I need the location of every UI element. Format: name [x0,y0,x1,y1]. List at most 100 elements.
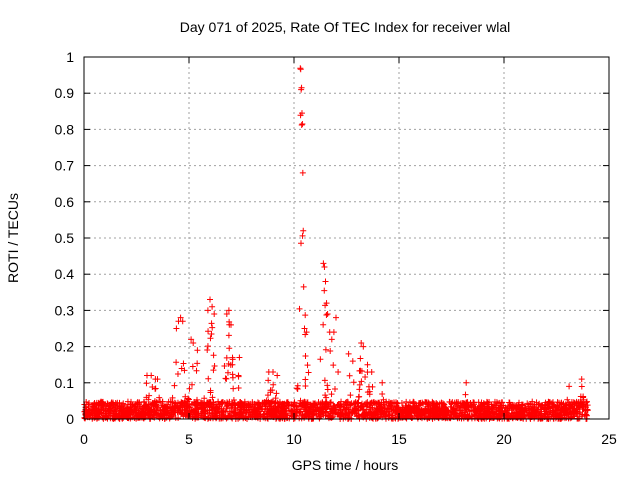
noise-point [383,398,390,405]
noise-point [194,396,201,403]
noise-point [511,402,518,409]
noise-point [541,410,548,417]
noise-point [168,407,175,414]
noise-point [504,407,511,414]
noise-point [259,405,266,412]
noise-point [323,311,330,318]
data-point [328,336,335,343]
noise-point [205,328,212,335]
noise-point [159,398,166,405]
noise-point [324,386,331,393]
noise-point [280,400,287,407]
noise-point [567,410,574,417]
noise-point [389,412,396,419]
noise-point [210,367,217,374]
noise-point [510,405,517,412]
noise-point [491,398,498,405]
noise-point [331,385,338,392]
noise-point [582,411,589,418]
noise-point [270,411,277,418]
noise-point [172,414,179,421]
noise-point [493,408,500,415]
noise-point [151,408,158,415]
noise-point [571,401,578,408]
x-tick-label: 10 [286,431,302,447]
noise-point [456,415,463,422]
noise-point [90,412,97,419]
noise-point [468,413,475,420]
data-point [323,300,330,307]
noise-point [209,401,216,408]
data-point [298,84,305,91]
data-point [330,329,337,336]
noise-point [299,402,306,409]
noise-point [488,414,495,421]
noise-point [506,399,513,406]
noise-point [266,408,273,415]
noise-point [525,403,532,410]
noise-point [583,398,590,405]
noise-point [255,404,262,411]
noise-point [225,332,232,339]
noise-point [476,409,483,416]
noise-point [355,399,362,406]
noise-point [274,413,281,420]
noise-point [504,412,511,419]
data-point [303,329,310,336]
noise-point [438,399,445,406]
noise-point [206,409,213,416]
noise-point [443,412,450,419]
noise-point [208,320,215,327]
noise-point [173,359,180,366]
axes-layer: 0 5 10 15 20 25 0 0.1 0.2 0.3 0.4 0.5 0.6 0.7 0.8 0.9 1 [55,49,617,447]
noise-point [209,324,216,331]
noise-point [288,408,295,415]
noise-point [442,405,449,412]
noise-point [134,399,141,406]
noise-point [542,413,549,420]
noise-point [524,400,531,407]
noise-point [311,402,318,409]
data-point [274,372,281,379]
data-point [349,358,356,365]
noise-point [356,381,363,388]
noise-point [419,407,426,414]
noise-point [229,356,236,363]
noise-point [400,409,407,416]
noise-point [186,385,193,392]
noise-point [483,411,490,418]
noise-point [302,352,309,359]
noise-point [158,402,165,409]
noise-point [395,404,402,411]
data-point [345,350,352,357]
noise-point [350,379,357,386]
x-tick-label: 5 [185,431,193,447]
noise-point [169,394,176,401]
noise-point [99,398,106,405]
noise-point [508,406,515,413]
noise-point [244,409,251,416]
noise-point [304,362,311,369]
data-point [300,227,307,234]
noise-point [107,407,114,414]
noise-point [154,399,161,406]
noise-point [552,407,559,414]
noise-point [141,402,148,409]
noise-point [199,409,206,416]
noise-point [392,415,399,422]
noise-point [478,403,485,410]
noise-point [361,410,368,417]
noise-point [262,399,269,406]
noise-point [86,400,93,407]
noise-point [362,373,369,380]
data-point [236,354,243,361]
noise-point [231,413,238,420]
noise-point [355,406,362,413]
y-tick-label: 0.3 [55,302,75,318]
data-point [301,325,308,332]
noise-point [184,399,191,406]
noise-point [175,405,182,412]
noise-point [343,410,350,417]
data-point [463,379,470,386]
noise-point [112,406,119,413]
